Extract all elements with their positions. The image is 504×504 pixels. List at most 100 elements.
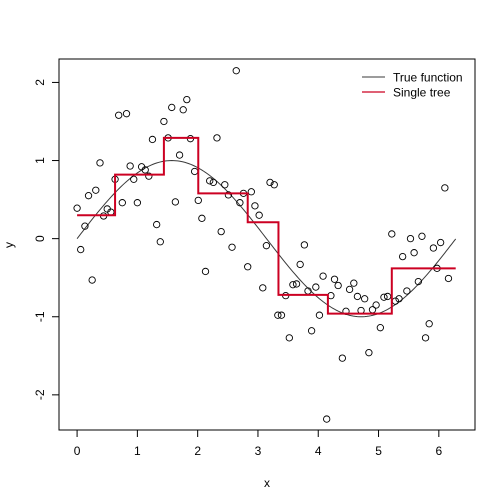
data-point [81, 222, 89, 230]
data-point [171, 198, 180, 206]
true-function-line [76, 160, 457, 318]
data-point [179, 106, 187, 114]
data-point [380, 293, 388, 301]
data-point [133, 199, 142, 207]
data-point [115, 111, 123, 119]
data-point [274, 311, 282, 319]
x-tick-label: 6 [435, 444, 442, 458]
single-tree-line [77, 136, 456, 315]
legend: True function Single tree [362, 71, 463, 100]
data-point [345, 285, 354, 294]
data-point [224, 191, 233, 199]
data-point [221, 181, 229, 189]
x-tick-label: 3 [255, 444, 262, 458]
data-point [183, 95, 191, 104]
data-point [353, 292, 362, 301]
legend-label-single-tree: Single tree [393, 86, 451, 100]
data-point [425, 320, 433, 328]
data-point [255, 211, 263, 219]
data-point [190, 167, 199, 176]
x-tick-label: 1 [134, 444, 141, 458]
data-point [209, 178, 217, 187]
data-point [277, 311, 286, 319]
data-points [73, 67, 453, 423]
data-point [175, 151, 184, 159]
data-point [300, 241, 309, 249]
data-point [153, 220, 161, 229]
true-function-layer [76, 160, 457, 318]
data-point [418, 232, 426, 240]
data-point [289, 281, 297, 289]
data-point [96, 159, 104, 167]
data-point [444, 274, 453, 283]
data-point [441, 184, 449, 192]
data-point [383, 292, 392, 301]
x-tick-label: 4 [315, 444, 322, 458]
data-point [323, 415, 331, 423]
data-point [319, 272, 327, 280]
x-tick-label: 0 [74, 444, 81, 458]
data-point [168, 103, 176, 112]
data-point [148, 135, 157, 144]
data-point [160, 117, 168, 126]
data-point [262, 242, 271, 250]
data-point [330, 275, 339, 283]
data-point [372, 301, 380, 309]
legend-label-true-function: True function [393, 71, 463, 85]
data-point [122, 110, 131, 118]
data-point [338, 354, 347, 362]
data-point [88, 276, 96, 284]
data-point [247, 188, 255, 196]
data-point [376, 324, 384, 332]
y-tick-label: -2 [33, 389, 47, 400]
data-point [77, 245, 85, 254]
data-point [398, 252, 407, 261]
x-tick-label: 2 [194, 444, 201, 458]
axes: 0 1 2 3 4 5 6 -2 -1 0 1 2 [33, 79, 442, 458]
data-point [414, 277, 422, 286]
data-point [73, 204, 81, 212]
data-point [251, 202, 259, 210]
plot-box [58, 58, 476, 431]
data-point [285, 334, 293, 342]
y-tick-label: 2 [33, 79, 47, 86]
data-point [296, 260, 304, 269]
data-point [156, 238, 164, 246]
data-point [217, 227, 225, 236]
data-point [259, 284, 267, 292]
data-point [307, 327, 316, 335]
data-point [84, 192, 93, 200]
data-point [92, 186, 100, 194]
data-point [312, 283, 320, 291]
data-point [236, 199, 244, 207]
data-point [388, 230, 396, 238]
data-point [206, 177, 214, 185]
data-point [406, 234, 415, 243]
data-point [194, 196, 202, 205]
data-point [350, 279, 358, 287]
data-point [118, 199, 126, 207]
y-axis-label: y [2, 242, 16, 248]
data-point [145, 172, 153, 180]
data-point [126, 162, 134, 170]
data-point [436, 238, 445, 247]
data-point [403, 287, 411, 295]
data-point [365, 349, 373, 357]
data-point [361, 295, 369, 303]
data-point [228, 243, 236, 251]
y-tick-label: 1 [33, 157, 47, 164]
data-point [266, 178, 274, 187]
data-point [232, 67, 240, 75]
data-point [395, 295, 403, 303]
data-point [213, 134, 221, 142]
single-tree-layer [77, 136, 456, 315]
data-point [130, 175, 138, 183]
data-point [334, 281, 342, 290]
data-point [315, 311, 324, 319]
data-point [141, 166, 149, 174]
data-point [270, 181, 278, 189]
x-axis-label: x [264, 476, 270, 490]
data-point [198, 214, 206, 222]
data-point [410, 249, 418, 257]
